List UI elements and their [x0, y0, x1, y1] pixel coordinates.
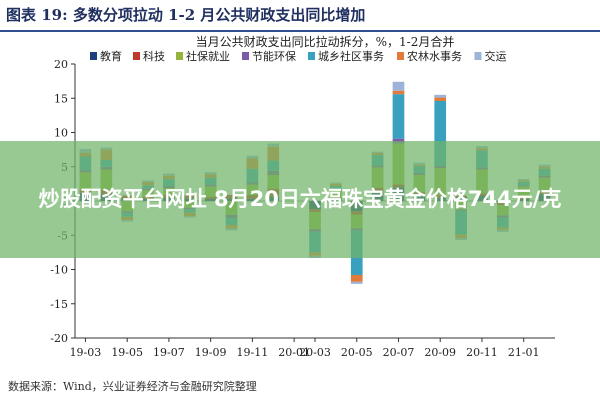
x-tick-label-7: 20-05 — [341, 346, 373, 359]
legend-swatch-4 — [308, 52, 315, 60]
y-tick-label-1: -15 — [50, 298, 68, 311]
legend-swatch-6 — [474, 52, 482, 60]
x-tick-label-8: 20-07 — [383, 346, 415, 359]
legend-label-2: 社保就业 — [186, 49, 230, 63]
overlay-banner-text: 炒股配资平台网址 8月20日六福珠宝黄金价格744元/克 — [38, 187, 562, 211]
x-tick-label-2: 19-07 — [153, 346, 185, 359]
legend-label-5: 农林水事务 — [407, 49, 462, 63]
bar-20-05-5 — [350, 274, 363, 282]
x-tick-label-10: 20-11 — [466, 346, 498, 359]
x-tick-label-1: 19-05 — [111, 346, 143, 359]
x-tick-label-0: 19-03 — [70, 346, 102, 359]
legend-label-1: 科技 — [143, 49, 165, 63]
bar-20-09-6 — [434, 94, 447, 98]
bar-20-07-4 — [392, 94, 405, 139]
legend-label-3: 节能环保 — [252, 49, 296, 63]
bar-20-07-6 — [392, 81, 405, 91]
legend-label-4: 城乡社区事务 — [318, 49, 384, 63]
overlay-banner[interactable]: 炒股配资平台网址 8月20日六福珠宝黄金价格744元/克 — [0, 141, 600, 258]
legend-swatch-5 — [397, 52, 404, 60]
legend-label-0: 教育 — [100, 49, 122, 63]
x-tick-label-9: 20-09 — [424, 346, 456, 359]
y-tick-label-0: -20 — [50, 332, 68, 345]
legend-swatch-0 — [90, 52, 97, 60]
data-source-note: 数据来源：Wind，兴业证券经济与金融研究院整理 — [8, 380, 257, 393]
title-rule — [0, 30, 600, 32]
legend-swatch-1 — [133, 52, 140, 60]
x-tick-label-3: 19-09 — [195, 346, 227, 359]
legend-label-6: 交运 — [485, 49, 507, 63]
x-tick-label-4: 19-11 — [237, 346, 269, 359]
y-tick-label-6: 10 — [54, 127, 68, 140]
x-tick-label-6: 20-03 — [299, 346, 331, 359]
y-tick-label-8: 20 — [54, 58, 68, 71]
x-tick-label-11: 21-01 — [508, 346, 540, 359]
bar-20-09-4 — [434, 100, 447, 167]
y-tick-label-2: -10 — [50, 264, 68, 277]
legend-swatch-2 — [176, 52, 183, 60]
y-tick-label-7: 15 — [54, 92, 68, 105]
bar-20-09-5 — [434, 97, 447, 101]
legend-swatch-3 — [242, 52, 249, 60]
bar-20-07-5 — [392, 90, 405, 95]
bar-20-05-6 — [350, 281, 363, 284]
figure-title: 图表 19: 多数分项拉动 1-2 月公共财政支出同比增加 — [6, 6, 366, 24]
x-tick-label-5: 20-01 — [278, 346, 310, 359]
chart-title: 当月公共财政支出同比拉动拆分，%，1-2月合并 — [196, 34, 455, 49]
